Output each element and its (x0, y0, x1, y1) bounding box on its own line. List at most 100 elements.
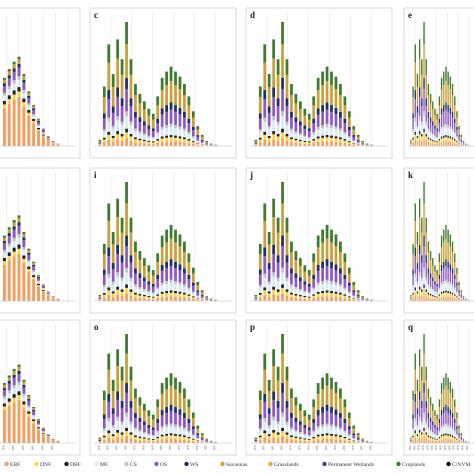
bar-segment (142, 109, 146, 122)
bar-segment (425, 59, 427, 75)
legend-label: Croplands (402, 462, 425, 468)
bar-segment (129, 366, 133, 381)
bar-segment (147, 125, 151, 129)
bar-segment (111, 434, 115, 437)
bar-segment (458, 141, 460, 144)
bar-segment (421, 74, 423, 99)
bar-segment (421, 434, 423, 439)
bar-segment (7, 233, 11, 237)
bar-segment (434, 265, 436, 272)
bar-segment (125, 267, 128, 273)
bar-segment (312, 139, 316, 141)
bar-segment (352, 143, 356, 145)
bar-segment (451, 84, 454, 96)
bar-segment (120, 74, 124, 99)
bar-segment (443, 291, 445, 294)
bar-segment (116, 134, 120, 140)
bar-segment (412, 118, 414, 130)
bar-segment (414, 287, 416, 291)
bar-segment (183, 84, 186, 96)
bar-segment (356, 437, 360, 439)
bar-segment (449, 270, 452, 283)
bar-segment (107, 287, 111, 291)
bar-segment (178, 434, 182, 437)
bar-segment (423, 284, 425, 288)
bar-segment (196, 425, 200, 429)
bar-segment (142, 433, 146, 438)
bar-segment (178, 282, 182, 286)
bar-segment (276, 291, 280, 297)
bar-segment (449, 264, 452, 271)
bar-segment (285, 106, 289, 122)
bar-segment (156, 295, 160, 299)
bar-segment (129, 125, 133, 134)
bar-segment (98, 140, 102, 143)
bar-segment (456, 296, 458, 298)
bar-segment (107, 273, 111, 278)
bar-segment (436, 427, 438, 430)
bar-segment (436, 138, 438, 142)
bar-segment (412, 113, 414, 119)
bar-segment (432, 277, 434, 282)
bar-segment (421, 424, 423, 433)
bar-segment (102, 243, 106, 255)
bar-segment (321, 281, 324, 284)
panel-d: d (245, 7, 393, 159)
bar-segment (312, 132, 316, 135)
bar-segment (200, 434, 204, 438)
bar-segment (102, 418, 106, 429)
bar-segment (307, 136, 311, 139)
bar-segment (196, 441, 200, 443)
bar-segment (191, 297, 195, 300)
bar-segment (352, 299, 356, 301)
bar-segment (325, 438, 329, 443)
bar-segment (120, 277, 124, 282)
bar-segment (321, 427, 324, 434)
bar-segment (321, 71, 324, 85)
bar-segment (325, 404, 329, 411)
bar-segment (191, 428, 195, 435)
bar-segment (7, 401, 11, 406)
bar-segment (116, 139, 120, 146)
bar-segment (427, 388, 430, 399)
bar-segment (421, 106, 423, 122)
bar-segment (209, 441, 213, 442)
bar-segment (160, 291, 164, 294)
bar-segment (334, 129, 338, 137)
bar-segment (165, 291, 168, 294)
bar-segment (107, 393, 111, 402)
bar-segment (454, 432, 456, 437)
bar-segment (187, 436, 191, 439)
bar-segment (22, 247, 26, 250)
bar-segment (312, 440, 316, 443)
bar-segment (285, 296, 289, 301)
bar-segment (303, 439, 307, 442)
bar-segment (454, 295, 456, 299)
bar-segment (290, 286, 293, 293)
bar-segment (12, 374, 16, 378)
bar-segment (418, 349, 421, 367)
bar-segment (421, 380, 423, 402)
bar-segment (156, 287, 160, 290)
bar-segment (151, 128, 155, 132)
bar-segment (169, 80, 173, 103)
bar-segment (425, 407, 427, 422)
legend-label: C/NVM (452, 462, 470, 468)
bar-segment (267, 296, 271, 301)
bar-segment (436, 436, 438, 440)
bar-segment (102, 437, 106, 440)
bar-segment (343, 96, 347, 106)
bar-segment (196, 136, 200, 141)
bar-segment (325, 102, 329, 110)
bar-segment (290, 95, 293, 112)
bar-segment (425, 296, 427, 301)
bar-segment (116, 416, 120, 421)
bar-segment (107, 44, 111, 63)
bar-segment (205, 143, 209, 145)
bar-segment (125, 392, 128, 413)
bar-segment (427, 286, 430, 293)
bar-segment (445, 373, 447, 386)
bar-segment (330, 242, 333, 262)
bar-segment (169, 296, 173, 301)
bar-segment (356, 296, 360, 299)
